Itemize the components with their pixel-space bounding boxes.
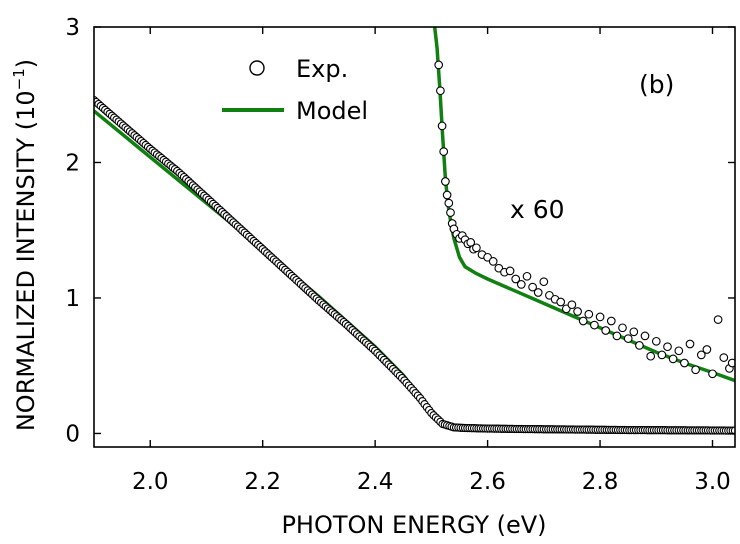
data-point bbox=[567, 300, 577, 310]
data-point bbox=[629, 327, 639, 337]
data-point bbox=[685, 339, 695, 349]
data-point bbox=[436, 86, 445, 96]
data-point bbox=[646, 351, 656, 361]
scale-annotation: x 60 bbox=[510, 195, 565, 224]
x-tick-label: 2.0 bbox=[132, 469, 169, 495]
data-point bbox=[713, 315, 723, 324]
data-point bbox=[472, 243, 481, 253]
plot-area bbox=[94, 27, 735, 435]
legend-exp-marker-icon bbox=[249, 60, 265, 76]
x-tick-label: 3.0 bbox=[694, 469, 731, 495]
data-point bbox=[618, 323, 627, 333]
data-point bbox=[727, 358, 735, 368]
data-point bbox=[533, 288, 543, 297]
y-axis-title-main: NORMALIZED INTENSITY (10 bbox=[12, 90, 40, 431]
x-tick-label: 2.4 bbox=[357, 469, 394, 495]
data-point bbox=[663, 342, 672, 352]
x-tick-label: 2.6 bbox=[469, 469, 506, 495]
data-point bbox=[730, 426, 735, 435]
data-point bbox=[668, 354, 678, 364]
data-point bbox=[522, 271, 532, 281]
panel-label: (b) bbox=[639, 70, 674, 99]
data-point bbox=[590, 320, 599, 330]
y-tick-label: 1 bbox=[65, 286, 80, 312]
legend-exp-label: Exp. bbox=[296, 55, 348, 83]
y-tick-label: 0 bbox=[65, 421, 80, 447]
data-point bbox=[680, 358, 689, 368]
series-line-1 bbox=[94, 109, 735, 432]
data-point bbox=[442, 190, 452, 200]
data-point bbox=[441, 177, 450, 186]
data-point bbox=[584, 309, 594, 319]
y-tick-label: 3 bbox=[65, 15, 80, 41]
data-point bbox=[651, 336, 661, 346]
legend: Exp. Model bbox=[222, 55, 368, 125]
x-tick-label: 2.8 bbox=[582, 469, 619, 495]
y-axis: 0 1 2 3 bbox=[65, 15, 735, 447]
x-axis-title: PHOTON ENERGY (eV) bbox=[281, 511, 546, 539]
plot-frame bbox=[93, 26, 736, 448]
data-point bbox=[612, 331, 622, 341]
data-point bbox=[719, 353, 729, 362]
series-points-2 bbox=[434, 60, 735, 379]
data-point bbox=[434, 60, 444, 70]
data-point bbox=[691, 365, 700, 375]
data-point bbox=[674, 346, 684, 356]
y-axis-title: NORMALIZED INTENSITY (10−1) bbox=[10, 59, 40, 431]
data-point bbox=[439, 147, 449, 156]
data-point bbox=[601, 326, 611, 335]
series-points-0 bbox=[94, 96, 735, 435]
data-point bbox=[640, 331, 650, 341]
data-point bbox=[488, 257, 498, 266]
data-point bbox=[511, 274, 521, 284]
data-point bbox=[446, 208, 455, 217]
legend-model-label: Model bbox=[296, 97, 368, 125]
data-point bbox=[702, 345, 712, 354]
data-point bbox=[573, 307, 582, 316]
x-axis: 2.0 2.2 2.4 2.6 2.8 3.0 bbox=[132, 27, 731, 495]
data-point bbox=[528, 282, 537, 292]
data-point bbox=[516, 280, 526, 289]
data-point bbox=[657, 350, 667, 360]
data-point bbox=[606, 316, 616, 326]
data-point bbox=[696, 350, 706, 360]
y-axis-title-exponent: −1 bbox=[10, 68, 28, 90]
data-point bbox=[578, 316, 588, 326]
data-point bbox=[595, 312, 605, 322]
y-tick-label: 2 bbox=[65, 150, 80, 176]
x-tick-label: 2.2 bbox=[244, 469, 281, 495]
data-point bbox=[437, 121, 447, 131]
data-point bbox=[623, 334, 633, 343]
data-point bbox=[444, 198, 454, 208]
data-point bbox=[635, 341, 644, 350]
data-point bbox=[556, 297, 566, 307]
data-point bbox=[539, 277, 549, 287]
y-axis-title-close: ) bbox=[12, 59, 40, 68]
data-point bbox=[505, 266, 515, 276]
data-point bbox=[708, 369, 717, 379]
series-line-3 bbox=[432, 27, 735, 383]
